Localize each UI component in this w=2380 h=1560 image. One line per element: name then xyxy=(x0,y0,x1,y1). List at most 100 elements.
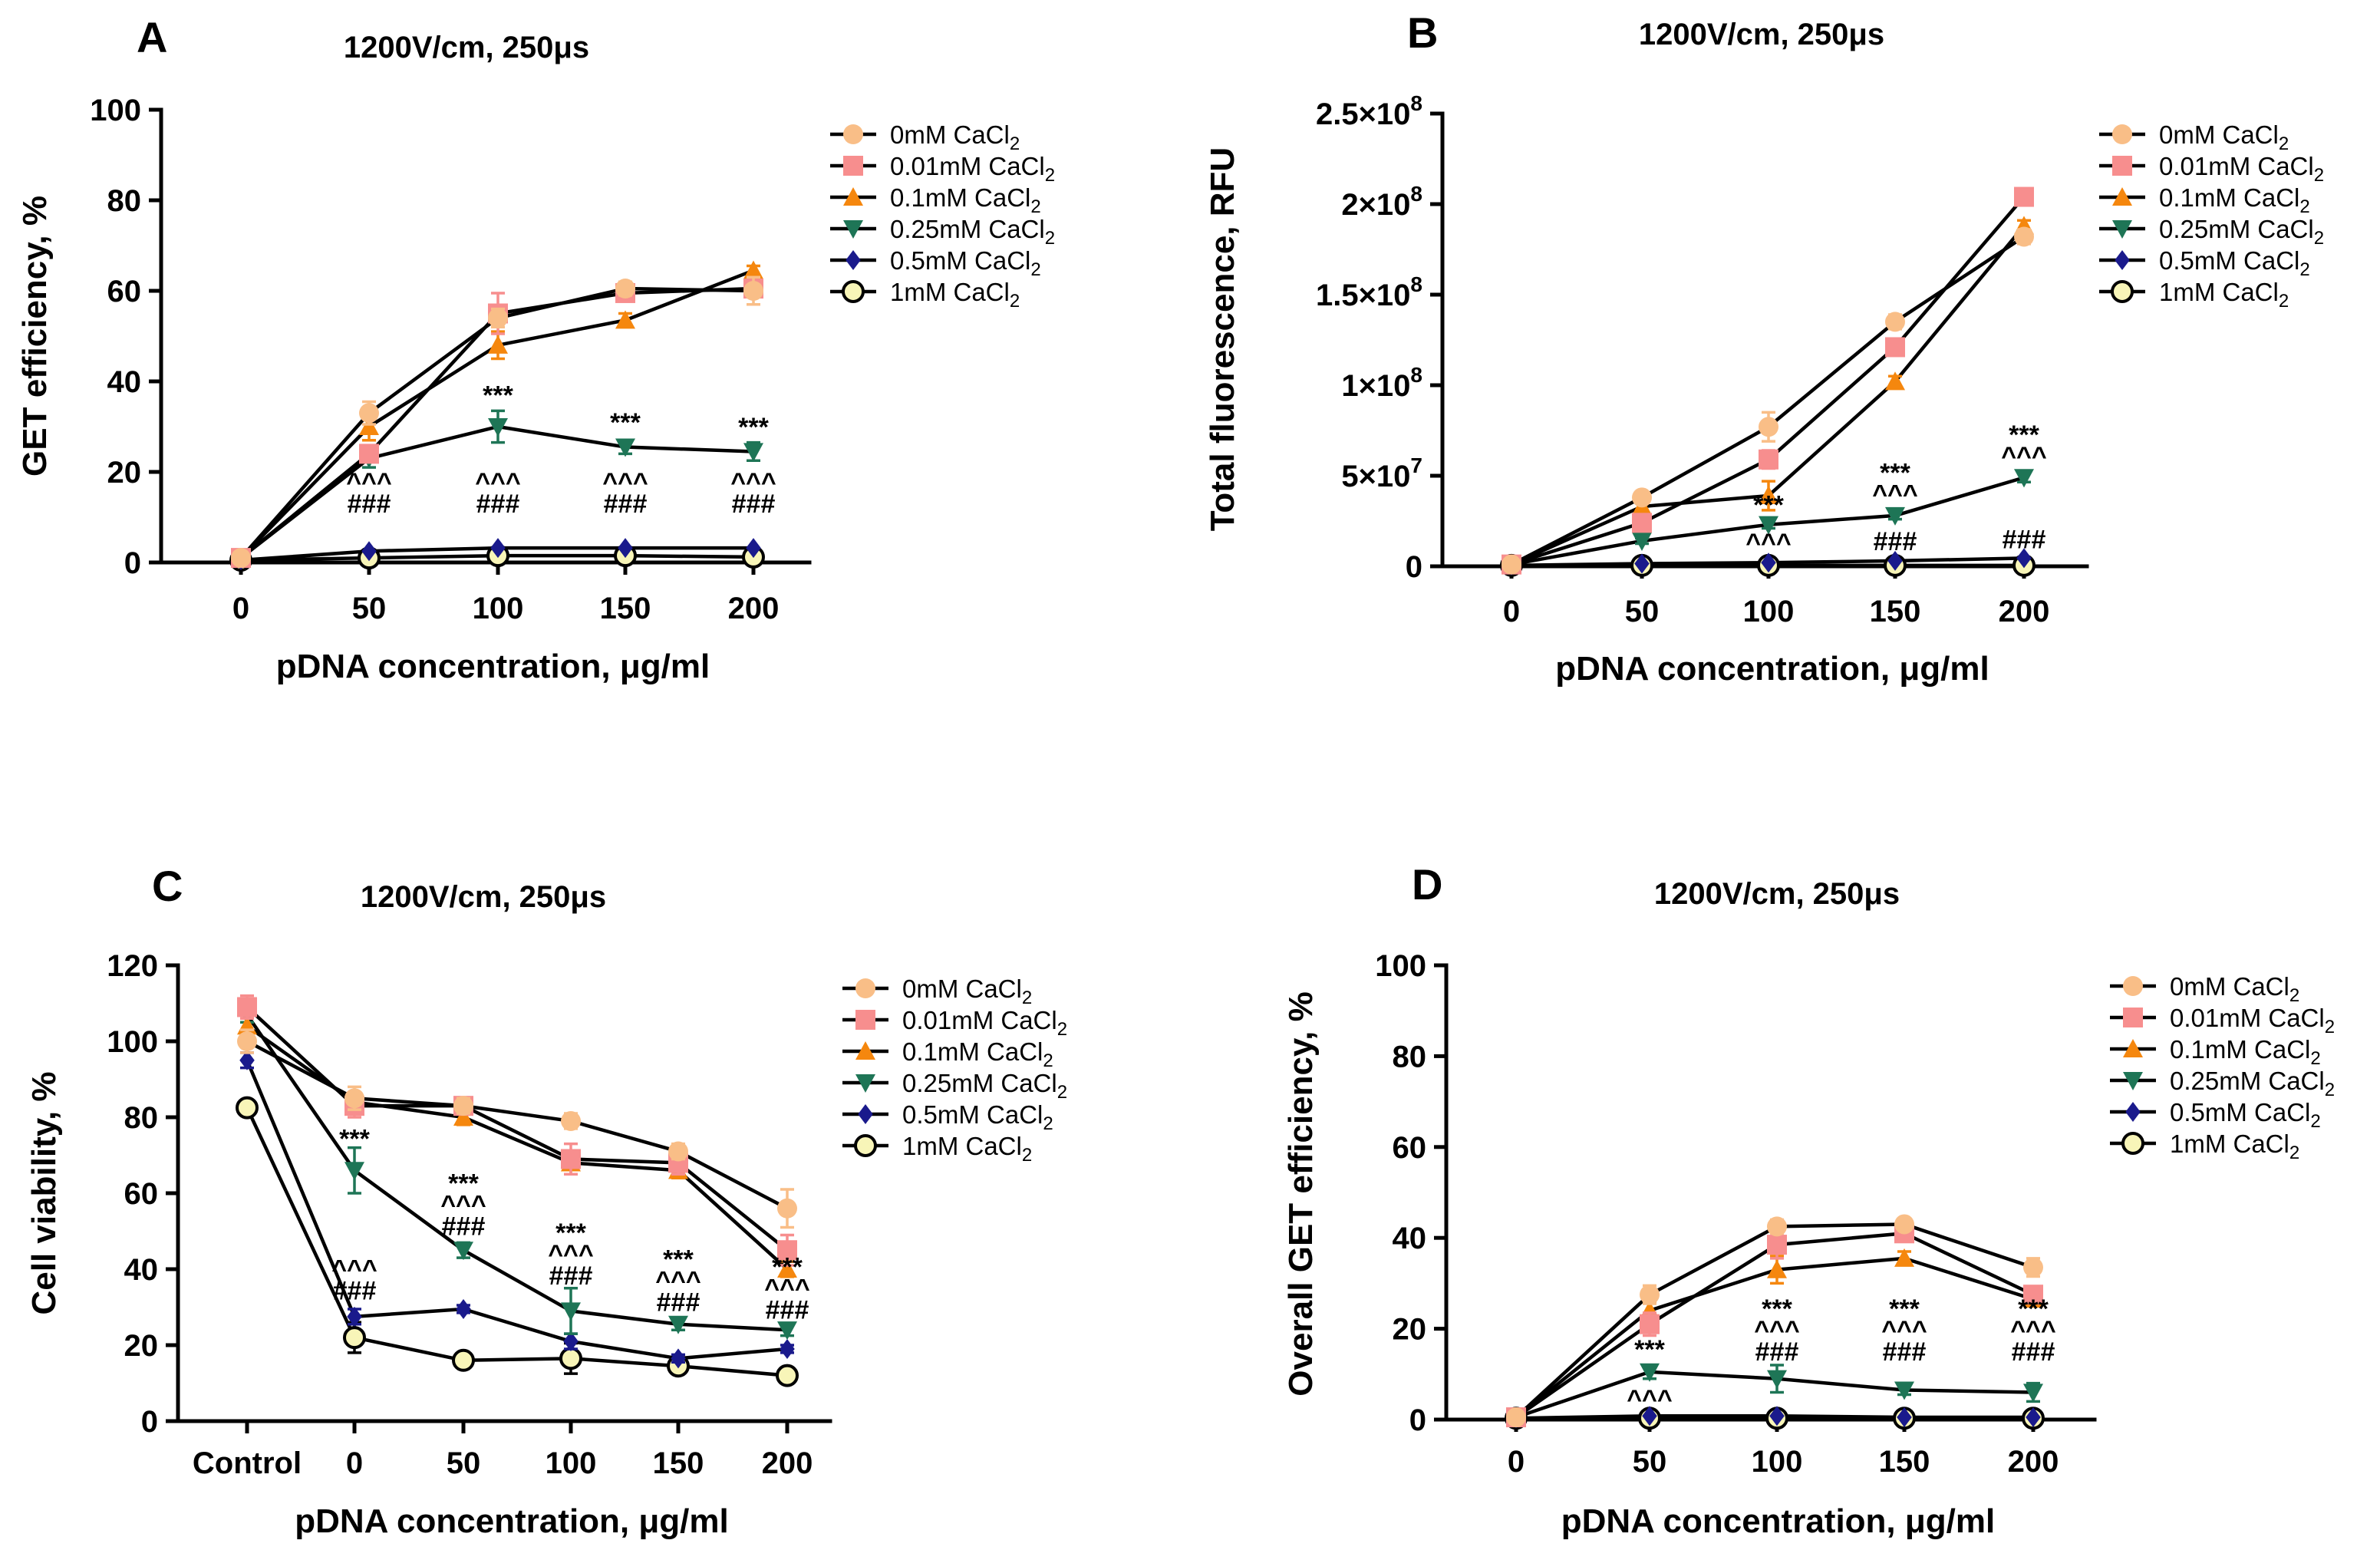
legend-label: 0.1mM CaCl2 xyxy=(2159,183,2310,217)
significance-marker: ### xyxy=(2012,1337,2055,1367)
y-tick-label: 20 xyxy=(1393,1313,1427,1347)
legend-marker xyxy=(2123,1039,2143,1058)
significance-marker: ### xyxy=(766,1295,809,1324)
y-axis-label: Total fluorescence, RFU xyxy=(1204,147,1241,531)
data-point xyxy=(2023,1285,2043,1305)
y-tick-exponent: 7 xyxy=(1410,453,1422,477)
y-tick-label: 60 xyxy=(107,275,142,308)
x-tick-label: 200 xyxy=(728,592,780,625)
data-point xyxy=(488,417,508,437)
x-tick-label: 200 xyxy=(1999,595,2050,628)
legend-subscript: 2 xyxy=(2310,1111,2320,1132)
legend-subscript: 2 xyxy=(1045,165,1055,186)
y-tick-label: 40 xyxy=(124,1253,159,1287)
y-tick-label: 80 xyxy=(124,1101,159,1135)
data-point xyxy=(777,1321,797,1341)
significance-marker: *** xyxy=(663,1245,694,1274)
panel-letter: C xyxy=(152,862,183,910)
significance-marker: ^^^ xyxy=(331,1255,377,1285)
data-point xyxy=(1767,1216,1787,1237)
legend-subscript: 2 xyxy=(2279,134,2289,154)
significance-marker: *** xyxy=(555,1219,586,1248)
x-tick-label: 150 xyxy=(653,1446,704,1480)
legend-subscript: 2 xyxy=(1030,196,1040,217)
data-point xyxy=(344,1088,364,1109)
data-point xyxy=(236,1096,259,1120)
data-point xyxy=(231,548,251,569)
data-point xyxy=(561,1110,581,1131)
significance-marker: ### xyxy=(1874,527,1917,556)
series-line xyxy=(246,1005,789,1252)
significance-marker: ### xyxy=(2003,525,2046,554)
data-point xyxy=(488,308,508,328)
legend-marker xyxy=(2115,250,2130,270)
data-point xyxy=(359,444,379,464)
legend-marker xyxy=(843,124,863,144)
data-point xyxy=(344,1162,364,1181)
legend-label: 0mM CaCl2 xyxy=(902,975,1032,1008)
significance-marker: *** xyxy=(772,1252,803,1281)
data-point xyxy=(1759,417,1778,437)
data-point xyxy=(453,1096,473,1116)
x-axis-label: pDNA concentration, μg/ml xyxy=(1555,650,1989,688)
legend-subscript: 2 xyxy=(1043,1050,1053,1071)
panel-letter: A xyxy=(137,13,167,61)
legend-subscript: 2 xyxy=(2279,291,2289,312)
y-tick-label: 60 xyxy=(1393,1131,1427,1165)
legend-marker xyxy=(855,1010,875,1030)
legend-subscript: 2 xyxy=(2289,985,2299,1006)
y-axis-label: GET efficiency, % xyxy=(16,196,54,477)
significance-marker: ^^^ xyxy=(730,468,776,497)
data-point xyxy=(1640,1363,1660,1382)
data-point xyxy=(1642,1406,1657,1426)
data-point xyxy=(1640,1314,1660,1334)
x-tick-label: 50 xyxy=(1633,1445,1667,1479)
legend-subscript: 2 xyxy=(2325,1017,2335,1037)
significance-marker: *** xyxy=(339,1125,370,1154)
legend-marker xyxy=(855,1074,875,1093)
x-axis-label: pDNA concentration, μg/ml xyxy=(1561,1502,1996,1540)
data-point xyxy=(671,1348,686,1369)
y-tick-label: 0 xyxy=(1409,1403,1426,1437)
y-tick-exponent: 8 xyxy=(1410,182,1422,206)
significance-marker: *** xyxy=(610,408,641,437)
legend-label: 0mM CaCl2 xyxy=(2159,120,2289,154)
x-tick-label: 0 xyxy=(232,592,249,625)
y-axis-label: Cell viability, % xyxy=(25,1071,63,1314)
significance-marker: *** xyxy=(2018,1295,2049,1324)
series-line xyxy=(246,1014,788,1332)
series-line xyxy=(246,1024,789,1271)
legend-marker xyxy=(858,1104,873,1124)
significance-marker: ### xyxy=(348,490,391,519)
significance-marker: ### xyxy=(1755,1337,1799,1367)
data-point xyxy=(1759,449,1778,470)
x-axis-label: pDNA concentration, μg/ml xyxy=(295,1502,729,1540)
data-point xyxy=(618,538,633,559)
y-tick-label: 20 xyxy=(124,1329,159,1363)
significance-marker: *** xyxy=(1889,1295,1920,1324)
data-point xyxy=(1761,552,1776,573)
x-tick-label: 200 xyxy=(762,1446,813,1480)
legend-marker xyxy=(2111,280,2134,303)
data-point xyxy=(561,1302,581,1321)
legend-marker xyxy=(2123,1071,2143,1090)
legend-label: 0.1mM CaCl2 xyxy=(2170,1035,2321,1069)
legend-label: 0.1mM CaCl2 xyxy=(890,183,1041,217)
significance-marker: ^^^ xyxy=(2001,442,2047,471)
data-point xyxy=(615,438,635,457)
legend-label: 0.25mM CaCl2 xyxy=(2170,1067,2335,1100)
series-line xyxy=(245,1107,788,1377)
data-point xyxy=(343,1326,366,1350)
x-tick-label: 100 xyxy=(1752,1445,1803,1479)
legend-label: 0.01mM CaCl2 xyxy=(890,152,1055,186)
data-point xyxy=(1767,1235,1787,1255)
data-point xyxy=(746,538,761,559)
legend-marker xyxy=(2112,124,2132,144)
y-tick-label: 80 xyxy=(107,184,142,218)
data-point xyxy=(1632,513,1652,533)
significance-marker: ^^^ xyxy=(346,468,392,497)
significance-marker: ^^^ xyxy=(440,1190,486,1219)
legend-subscript: 2 xyxy=(2299,196,2309,217)
x-tick-label: 50 xyxy=(447,1446,481,1480)
data-point xyxy=(1885,337,1905,358)
